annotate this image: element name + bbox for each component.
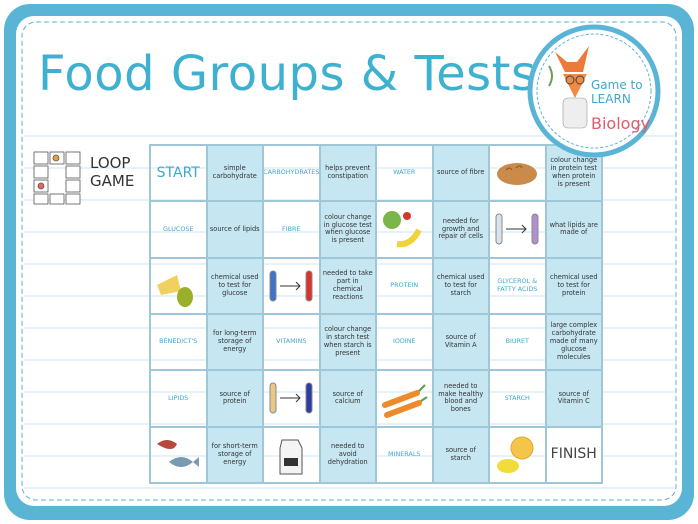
grid-cell: MINERALS — [376, 426, 433, 483]
grid-cell: FIBRE — [263, 201, 320, 258]
grid-cell: source of protein — [206, 370, 263, 427]
logo-subject: Biology — [591, 114, 651, 133]
grid-cell: needed to take part in chemical reaction… — [319, 257, 376, 314]
grid-cell: GLUCOSE — [150, 201, 207, 258]
picture-cell — [150, 257, 207, 314]
grid-cell: for long-term storage of energy — [206, 313, 263, 371]
grid-cell: large complex carbohydrate made of many … — [545, 313, 602, 371]
grid-cell: chemical used to test for protein — [545, 257, 602, 314]
grid-cell: colour change in starch test when starch… — [319, 313, 376, 371]
grid-cell: LIPIDS — [150, 370, 207, 427]
grid-cell: GLYCEROL & FATTY ACIDS — [489, 257, 546, 314]
picture-cell — [376, 370, 433, 427]
grid-cell: FINISH — [545, 426, 602, 483]
grid-cell: source of Vitamin A — [432, 313, 489, 371]
grid-cell: chemical used to test for glucose — [206, 257, 263, 314]
grid-cell: colour change in protein test when prote… — [545, 145, 602, 202]
grid-cell: WATER — [376, 145, 433, 202]
grid-cell: what lipids are made of — [545, 201, 602, 258]
picture-cell — [489, 426, 546, 483]
game-grid: START simple carbohydrate CARBOHYDRATES hel… — [149, 144, 603, 484]
picture-cell — [489, 145, 546, 202]
grid-cell: needed for growth and repair of cells — [432, 201, 489, 258]
grid-cell: START — [150, 145, 207, 202]
picture-cell — [376, 201, 433, 258]
grid-cell: source of lipids — [206, 201, 263, 258]
grid-cell: VITAMINS — [263, 313, 320, 371]
grid-cell: source of starch — [432, 426, 489, 483]
picture-cell — [263, 370, 320, 427]
grid-cell: CARBOHYDRATES — [263, 145, 320, 202]
grid-cell: chemical used to test for starch — [432, 257, 489, 314]
logo: Game to LEARN Biology — [527, 24, 661, 158]
grid-cell: helps prevent constipation — [319, 145, 376, 202]
side-label: LOOP GAME — [90, 154, 135, 190]
logo-text: Game to — [591, 78, 643, 92]
loop-icon — [33, 151, 81, 205]
grid-cell: simple carbohydrate — [206, 145, 263, 202]
title: Food Groups & Tests — [38, 46, 537, 102]
grid-cell: PROTEIN — [376, 257, 433, 314]
picture-cell — [150, 426, 207, 483]
grid-cell: for short-term storage of energy — [206, 426, 263, 483]
grid-cell: source of fibre — [432, 145, 489, 202]
grid-cell: IODINE — [376, 313, 433, 371]
grid-cell: BIURET — [489, 313, 546, 371]
grid-cell: source of calcium — [319, 370, 376, 427]
picture-cell — [489, 201, 546, 258]
picture-cell — [263, 426, 320, 483]
grid-cell: needed to make healthy blood and bones — [432, 370, 489, 427]
grid-cell: source of Vitamin C — [545, 370, 602, 427]
grid-cell: BENEDICT'S — [150, 313, 207, 371]
grid-cell: STARCH — [489, 370, 546, 427]
grid-cell: colour change in glucose test when gluco… — [319, 201, 376, 258]
picture-cell — [263, 257, 320, 314]
grid-cell: needed to avoid dehydration — [319, 426, 376, 483]
logo-text: LEARN — [591, 92, 631, 106]
